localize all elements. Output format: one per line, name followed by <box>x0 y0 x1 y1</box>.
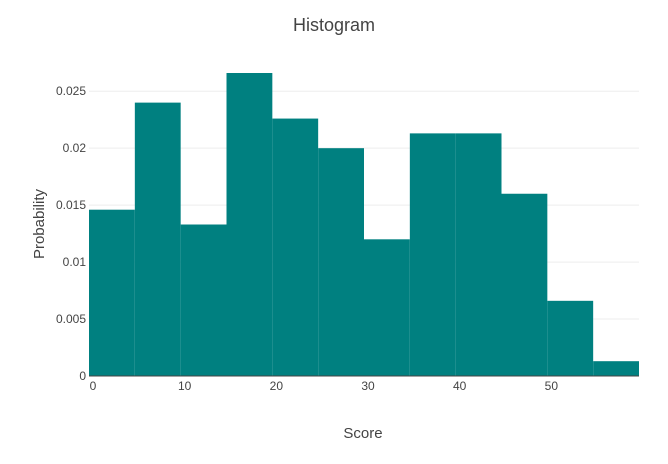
histogram-bar <box>501 193 548 376</box>
histogram-bar <box>364 239 410 376</box>
histogram-bar <box>455 133 502 376</box>
x-tick-label: 0 <box>90 379 97 393</box>
y-tick-labels: 0 0.005 0.01 0.015 0.02 0.025 <box>56 84 86 383</box>
y-tick-label: 0.02 <box>63 141 87 155</box>
y-tick-label: 0.01 <box>63 255 87 269</box>
histogram-bar <box>180 224 227 376</box>
chart-title: Histogram <box>293 15 375 35</box>
histogram-bar <box>409 133 456 376</box>
x-tick-label: 40 <box>453 379 467 393</box>
histogram-bar <box>134 102 181 376</box>
histogram-bar <box>226 73 273 376</box>
bars-group <box>89 73 639 377</box>
y-tick-label: 0 <box>79 369 86 383</box>
y-tick-label: 0.005 <box>56 312 86 326</box>
histogram-bar <box>272 118 319 377</box>
histogram-bar <box>89 209 135 376</box>
x-tick-labels: 0 10 20 30 40 50 <box>90 379 559 393</box>
x-tick-label: 30 <box>361 379 375 393</box>
histogram-bar <box>318 148 364 376</box>
histogram-bar <box>547 300 594 376</box>
y-tick-label: 0.015 <box>56 198 86 212</box>
x-tick-label: 10 <box>178 379 192 393</box>
x-axis-label: Score <box>343 425 382 442</box>
y-tick-label: 0.025 <box>56 84 86 98</box>
y-axis-label: Probability <box>31 188 48 259</box>
x-tick-label: 20 <box>270 379 284 393</box>
histogram-bar <box>593 361 639 376</box>
x-tick-label: 50 <box>545 379 559 393</box>
